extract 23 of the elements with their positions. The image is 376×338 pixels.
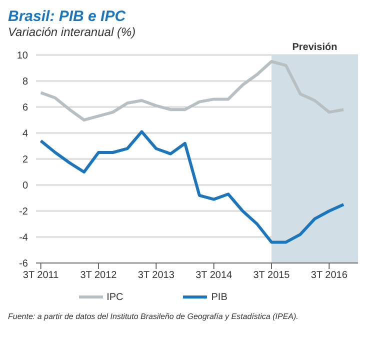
source-note: Fuente: a partir de datos del Instituto Brasileño de Geografía y Estadística (IPEA).: [8, 312, 300, 321]
x-tick-label: 3T 2012: [80, 270, 118, 282]
x-tick-label: 3T 2014: [196, 270, 233, 282]
y-tick-label: 0: [22, 180, 28, 192]
y-tick-label: 10: [16, 50, 28, 62]
y-tick-label: 2: [22, 154, 28, 166]
y-tick-label: -2: [19, 206, 28, 218]
chart-title: Brasil: PIB e IPC: [8, 8, 127, 25]
legend-label: PIB: [211, 292, 228, 303]
x-tick-label: 3T 2011: [22, 270, 60, 282]
x-tick-label: 3T 2015: [253, 270, 290, 282]
band-label: Previsión: [292, 42, 338, 53]
y-tick-label: -4: [19, 232, 28, 244]
x-tick-label: 3T 2013: [138, 270, 175, 282]
y-tick-label: 6: [22, 102, 28, 114]
y-tick-label: 8: [22, 76, 28, 88]
line-series: [39, 130, 346, 244]
y-tick-label: 4: [22, 128, 28, 140]
legend-label: IPC: [106, 292, 124, 303]
y-tick-label: -6: [19, 258, 28, 270]
x-tick-label: 3T 2016: [310, 270, 348, 282]
chart-subtitle: Variación interanual (%): [8, 25, 137, 39]
line-series: [39, 60, 346, 122]
